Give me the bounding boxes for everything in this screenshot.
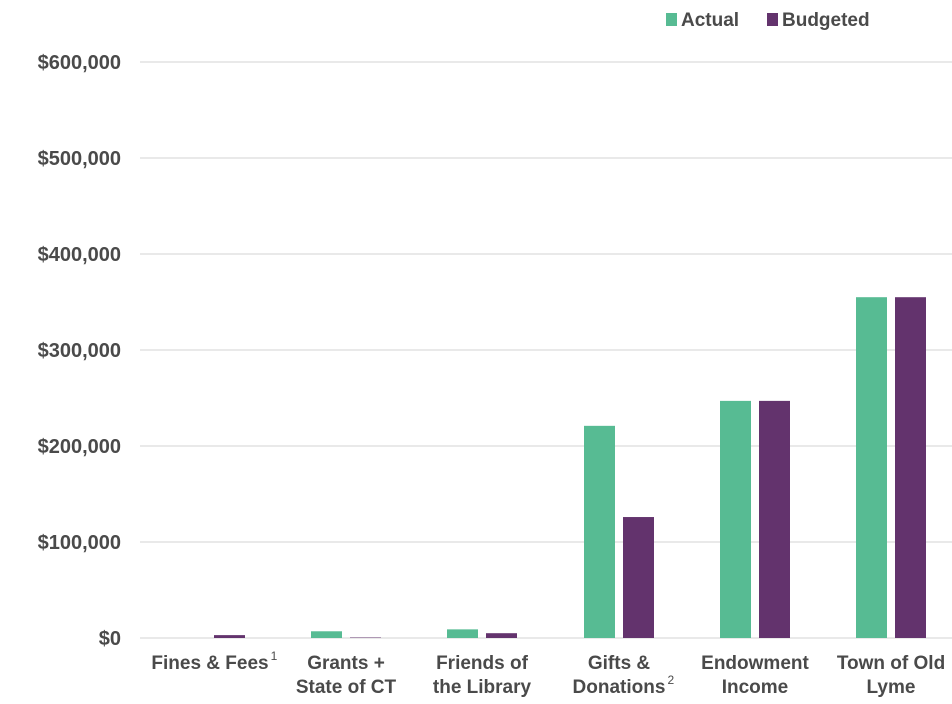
y-tick-label: $400,000 [38,244,121,266]
x-tick-label-line: Donations [573,677,666,698]
footnote-marker: 2 [667,673,674,687]
x-tick-label-line: Endowment [701,653,809,674]
legend: Actual Budgeted [666,10,870,31]
x-tick-label-line: State of CT [296,677,397,698]
bar-actual-2 [447,629,478,638]
x-tick-label-line: Friends of [436,653,529,674]
x-tick-label-line: Grants + [307,653,385,674]
x-tick-label: Grants + State of CT [296,653,397,698]
bar-budgeted-4 [759,401,790,638]
x-tick-label-line: Town of Old [837,653,945,674]
x-tick-label-line: Gifts & [588,653,651,674]
y-tick-label: $0 [99,628,121,650]
bar-budgeted-3 [623,517,654,638]
legend-label: Actual [681,10,739,31]
x-tick-label: Friends of the Library [433,653,532,698]
legend-swatch [767,13,778,26]
bar-actual-5 [856,297,887,638]
legend-item-budgeted: Budgeted [767,10,870,31]
y-tick-label: $200,000 [38,436,121,458]
bar-actual-3 [584,426,615,638]
footnote-marker: 1 [271,649,278,663]
gridlines [140,62,952,638]
y-tick-label: $500,000 [38,148,121,170]
legend-item-actual: Actual [666,10,739,31]
y-tick-label: $300,000 [38,340,121,362]
x-tick-label-line: Fines & Fees [151,653,268,674]
bar-budgeted-0 [214,635,245,638]
legend-label: Budgeted [782,10,870,31]
x-tick-label: Town of Old Lyme [837,653,945,698]
x-tick-label: Endowment Income [701,653,809,698]
y-tick-label: $100,000 [38,532,121,554]
bar-budgeted-5 [895,297,926,638]
legend-swatch [666,13,677,26]
x-tick-label-line: Income [722,677,789,698]
bar-actual-1 [311,631,342,638]
bar-budgeted-2 [486,633,517,638]
bar-actual-4 [720,401,751,638]
x-tick-label-line: the Library [433,677,532,698]
bars [214,297,926,638]
y-axis-ticks: $0 $100,000 $200,000 $300,000 $400,000 $500,0… [38,52,121,650]
y-tick-label: $600,000 [38,52,121,74]
x-tick-label-line: Lyme [867,677,916,698]
